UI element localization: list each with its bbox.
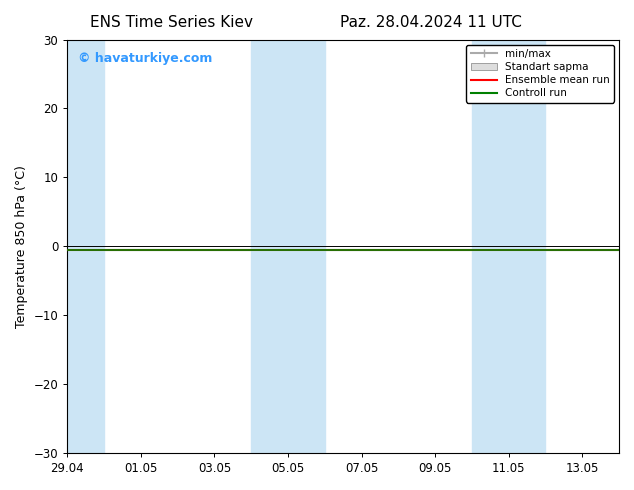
Y-axis label: Temperature 850 hPa (°C): Temperature 850 hPa (°C) — [15, 165, 28, 328]
Text: Paz. 28.04.2024 11 UTC: Paz. 28.04.2024 11 UTC — [340, 15, 522, 30]
Text: © havaturkiye.com: © havaturkiye.com — [79, 52, 213, 65]
Bar — [67, 40, 104, 453]
Bar — [472, 40, 545, 453]
Bar — [251, 40, 325, 453]
Text: ENS Time Series Kiev: ENS Time Series Kiev — [89, 15, 253, 30]
Legend: min/max, Standart sapma, Ensemble mean run, Controll run: min/max, Standart sapma, Ensemble mean r… — [467, 45, 614, 102]
